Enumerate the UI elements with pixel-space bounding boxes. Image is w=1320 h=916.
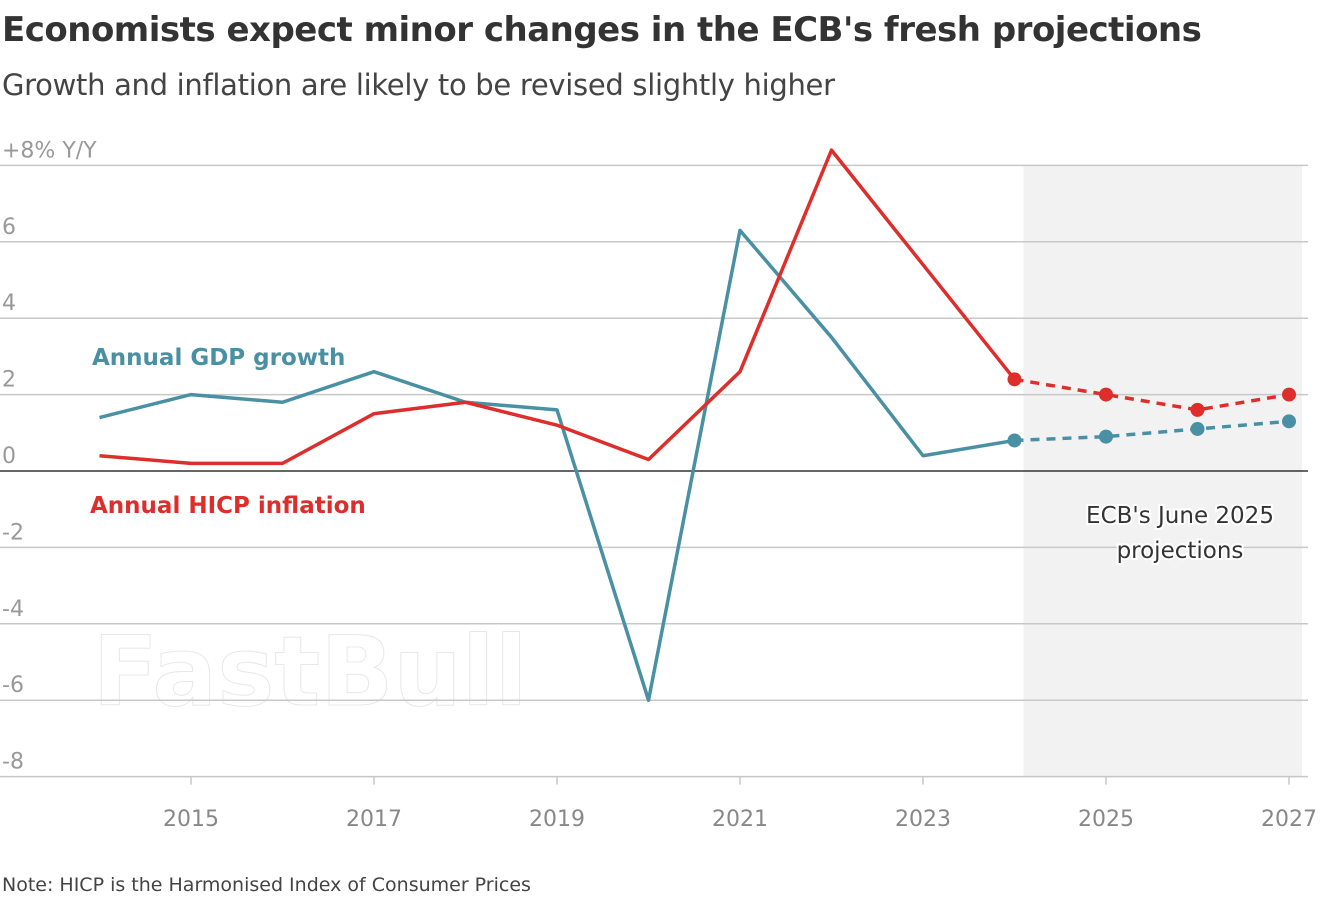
hicp-projection-point [1282, 387, 1296, 402]
hicp-projection-line [1014, 377, 1290, 412]
chart-note: Note: HICP is the Harmonised Index of Co… [2, 874, 531, 896]
x-tick-label: 2021 [712, 807, 768, 832]
hicp-series-label: Annual HICP inflation [90, 493, 366, 519]
x-tick-label: 2025 [1078, 807, 1134, 832]
x-tick-label: 2017 [346, 807, 402, 832]
gdp-projection-point [1190, 421, 1205, 436]
y-tick-label: +8% Y/Y [2, 138, 97, 163]
y-tick-label: -4 [2, 597, 24, 622]
hicp-series-line [99, 148, 1016, 466]
x-tick-label: 2023 [895, 807, 951, 832]
y-tick-label: -2 [2, 520, 24, 545]
gdp-projection-point [1099, 429, 1113, 444]
chart-subtitle: Growth and inflation are likely to be re… [2, 68, 835, 102]
hicp-projection-point [1099, 387, 1113, 402]
y-tick-label: -6 [2, 673, 24, 698]
x-tick-label: 2019 [529, 807, 585, 832]
watermark-logo: FastBull [92, 616, 527, 728]
gdp-series-line [99, 228, 1015, 702]
projection-label: projections [1117, 538, 1244, 564]
chart-title: Economists expect minor changes in the E… [2, 10, 1202, 50]
gdp-projection-line [1014, 419, 1290, 443]
x-tick-label: 2015 [163, 807, 219, 832]
y-tick-label: -8 [2, 750, 24, 775]
y-tick-label: 2 [2, 368, 16, 393]
hicp-projection-point [1007, 372, 1022, 387]
x-tick-label: 2027 [1261, 807, 1317, 832]
y-tick-label: 4 [2, 291, 16, 316]
y-tick-label: 6 [2, 215, 16, 240]
y-tick-label: 0 [2, 444, 16, 469]
projection-label: ECB's June 2025 [1086, 503, 1274, 529]
hicp-projection-point [1190, 402, 1205, 417]
gdp-projection-point [1282, 414, 1296, 429]
gdp-projection-point [1007, 433, 1022, 448]
gdp-series-label: Annual GDP growth [92, 345, 345, 371]
